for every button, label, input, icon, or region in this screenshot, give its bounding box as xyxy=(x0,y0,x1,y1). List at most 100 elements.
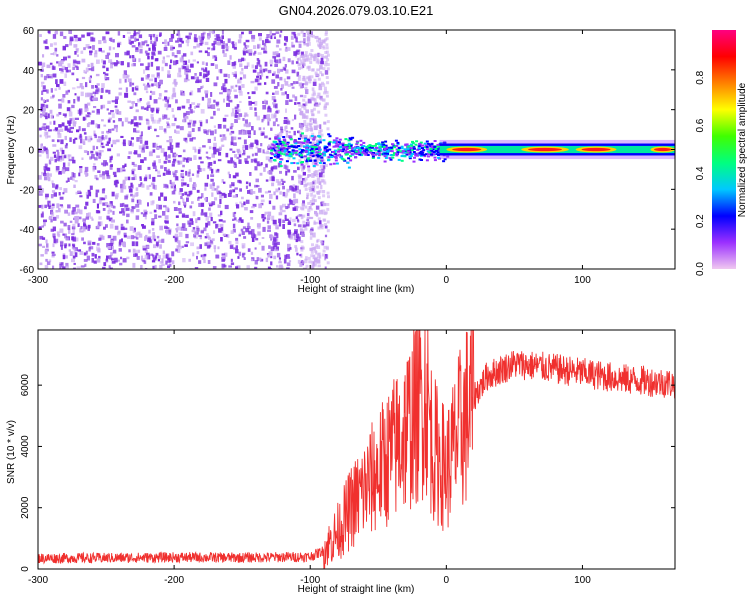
signal-mark xyxy=(351,147,355,150)
noise-mark xyxy=(183,137,186,141)
noise-mark xyxy=(136,38,139,41)
noise-mark xyxy=(298,82,303,87)
noise-mark xyxy=(85,67,89,73)
noise-mark xyxy=(309,230,313,234)
signal-mark xyxy=(393,146,397,149)
signal-mark xyxy=(430,152,434,154)
noise-mark xyxy=(101,131,104,134)
noise-mark xyxy=(62,266,66,269)
signal-mark xyxy=(330,156,334,158)
noise-mark xyxy=(49,121,52,125)
noise-mark xyxy=(124,78,127,83)
noise-mark xyxy=(156,155,160,158)
noise-mark xyxy=(294,185,299,191)
noise-mark xyxy=(244,65,248,69)
noise-mark xyxy=(102,188,106,191)
noise-mark xyxy=(296,218,299,222)
noise-mark xyxy=(222,220,226,223)
noise-mark xyxy=(280,30,283,33)
noise-mark xyxy=(140,265,143,269)
noise-mark xyxy=(89,246,94,250)
noise-mark xyxy=(47,113,50,119)
noise-mark xyxy=(196,61,199,64)
noise-mark xyxy=(51,139,55,142)
signal-mark xyxy=(383,152,387,155)
signal-mark xyxy=(435,152,439,155)
noise-mark xyxy=(126,213,130,218)
signal-mark xyxy=(292,157,296,160)
noise-mark xyxy=(274,103,278,109)
noise-mark xyxy=(298,75,302,79)
noise-mark xyxy=(151,260,156,263)
noise-mark xyxy=(248,96,251,99)
noise-mark xyxy=(43,146,46,151)
noise-mark xyxy=(320,169,324,173)
noise-mark xyxy=(311,34,315,38)
signal-mark xyxy=(278,154,282,157)
noise-mark xyxy=(251,153,254,157)
noise-mark xyxy=(109,156,113,161)
noise-mark xyxy=(43,131,47,137)
signal-mark xyxy=(384,144,388,147)
noise-mark xyxy=(145,268,148,269)
noise-mark xyxy=(152,184,155,189)
noise-mark xyxy=(92,198,96,203)
noise-mark xyxy=(216,76,219,80)
signal-mark xyxy=(347,166,351,169)
signal-mark xyxy=(308,145,312,148)
noise-mark xyxy=(270,127,273,131)
noise-mark xyxy=(40,143,43,149)
noise-mark xyxy=(228,174,231,179)
noise-mark xyxy=(156,66,160,71)
signal-mark xyxy=(428,149,432,152)
noise-mark xyxy=(299,227,303,231)
noise-mark xyxy=(293,170,297,173)
noise-mark xyxy=(67,154,71,159)
signal-mark xyxy=(334,155,337,158)
signal-mark xyxy=(386,151,390,154)
signal-mark xyxy=(418,152,422,155)
signal-mark xyxy=(405,153,409,156)
noise-mark xyxy=(314,121,318,125)
noise-mark xyxy=(313,99,317,103)
noise-mark xyxy=(170,186,174,189)
noise-mark xyxy=(232,218,235,221)
noise-mark xyxy=(285,100,289,105)
noise-mark xyxy=(275,110,279,114)
noise-mark xyxy=(171,163,175,167)
noise-mark xyxy=(277,143,281,146)
noise-mark xyxy=(118,111,122,115)
noise-mark xyxy=(254,65,258,69)
signal-mark xyxy=(384,157,388,159)
noise-mark xyxy=(42,237,46,240)
noise-mark xyxy=(151,228,155,231)
noise-mark xyxy=(83,47,86,51)
noise-mark xyxy=(88,77,92,81)
noise-mark xyxy=(68,126,72,130)
signal-mark xyxy=(276,153,280,156)
noise-mark xyxy=(62,94,66,98)
noise-mark xyxy=(144,216,147,220)
y-tick-label: -60 xyxy=(20,265,35,276)
signal-mark xyxy=(353,152,357,155)
noise-mark xyxy=(200,161,204,164)
noise-mark xyxy=(292,232,296,236)
noise-mark xyxy=(312,90,316,94)
noise-mark xyxy=(216,36,221,41)
noise-mark xyxy=(305,162,309,166)
noise-mark xyxy=(72,255,76,259)
noise-mark xyxy=(208,31,212,34)
noise-mark xyxy=(232,189,236,193)
noise-mark xyxy=(288,260,292,263)
noise-mark xyxy=(90,32,94,35)
noise-mark xyxy=(126,219,129,224)
noise-mark xyxy=(56,84,60,88)
noise-mark xyxy=(316,253,321,258)
noise-mark xyxy=(275,188,279,193)
noise-mark xyxy=(205,151,209,154)
noise-mark xyxy=(143,260,147,264)
noise-mark xyxy=(222,49,225,54)
noise-mark xyxy=(293,32,296,36)
noise-mark xyxy=(48,129,52,132)
signal-mark xyxy=(341,142,345,145)
